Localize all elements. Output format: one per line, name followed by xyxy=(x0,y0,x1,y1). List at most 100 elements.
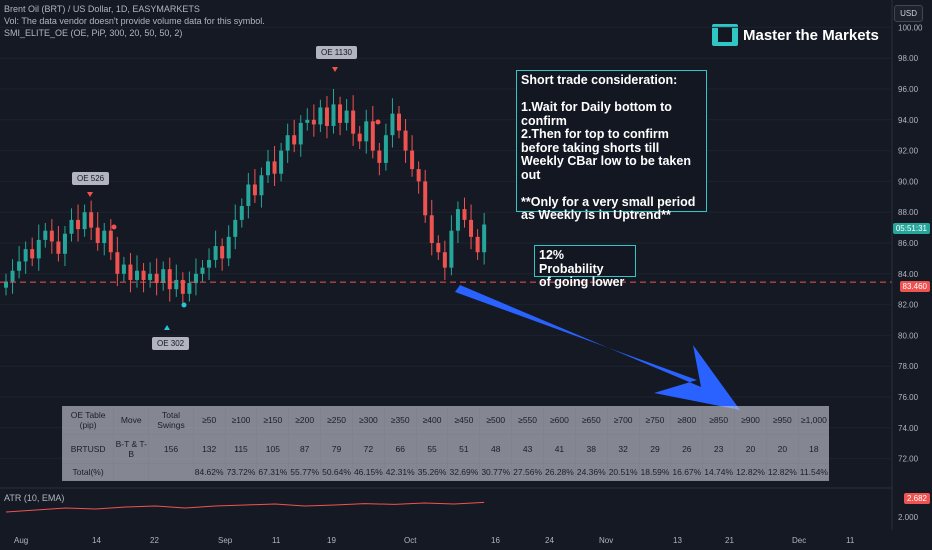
table-cell: 67.31% xyxy=(256,463,289,481)
candle-body xyxy=(56,241,61,254)
table-cell xyxy=(113,463,149,481)
table-cell: Move xyxy=(113,406,149,435)
candle-body xyxy=(298,122,303,145)
candle-body xyxy=(305,119,310,123)
swing-dot xyxy=(111,224,117,230)
volume-note: Vol: The data vendor doesn't provide vol… xyxy=(4,16,265,26)
marker-arrow xyxy=(332,67,338,72)
table-cell: 32.69% xyxy=(447,463,480,481)
atr-line xyxy=(5,501,485,513)
x-tick-label: Aug xyxy=(14,536,29,545)
table-cell: Total(%) xyxy=(61,463,114,481)
candle-body xyxy=(311,119,316,125)
candle-body xyxy=(135,270,139,280)
y-tick-label: 96.00 xyxy=(898,85,919,94)
y-tick-label: 76.00 xyxy=(898,393,919,402)
table-cell: 18.59% xyxy=(638,463,671,481)
candle-body xyxy=(43,230,48,240)
table-cell: 32 xyxy=(606,434,640,464)
table-cell: ≥100 xyxy=(224,406,257,435)
candle-body xyxy=(442,252,447,268)
table-cell: ≥900 xyxy=(734,406,767,435)
candle-body xyxy=(416,169,421,182)
candle-body xyxy=(69,219,74,234)
candle-body xyxy=(338,104,343,123)
table-cell: 84.62% xyxy=(192,463,226,481)
candle-body xyxy=(4,281,8,288)
table-cell: 11.54% xyxy=(797,463,829,481)
candle-body xyxy=(272,161,277,174)
atr-axis-label: 2.000 xyxy=(898,513,919,522)
table-cell: 20 xyxy=(765,434,799,464)
table-cell: ≥150 xyxy=(256,406,289,435)
table-cell: 50.64% xyxy=(320,463,353,481)
indicator-label[interactable]: SMI_ELITE_OE (OE, PiP, 300, 20, 50, 50, … xyxy=(4,28,183,38)
table-cell: B-T & T-B xyxy=(113,434,149,464)
candle-body xyxy=(200,267,205,274)
table-cell: 55 xyxy=(415,434,448,464)
table-cell: 30.77% xyxy=(479,463,512,481)
table-cell: Total Swings xyxy=(148,406,194,435)
table-cell: 43 xyxy=(511,434,544,464)
table-cell: ≥450 xyxy=(447,406,480,435)
table-cell: ≥800 xyxy=(670,406,703,435)
candle-body xyxy=(410,150,415,170)
countdown-tag: 05:51:31 xyxy=(892,223,930,234)
candle-body xyxy=(23,249,28,262)
table-cell: 20.51% xyxy=(606,463,640,481)
table-cell: ≥200 xyxy=(288,406,321,435)
table-cell: 66 xyxy=(383,434,417,464)
candle-body xyxy=(220,246,225,259)
table-cell: 46.15% xyxy=(351,463,385,481)
candle-body xyxy=(364,121,369,142)
currency-button[interactable]: USD xyxy=(894,5,923,22)
table-cell: BRTUSD xyxy=(61,434,114,464)
candle-body xyxy=(128,264,133,280)
y-tick-label: 88.00 xyxy=(898,208,919,217)
x-tick-label: 24 xyxy=(545,536,554,545)
table-cell: ≥600 xyxy=(543,406,576,435)
candle-body xyxy=(383,135,388,163)
table-cell: 12.82% xyxy=(734,463,767,481)
candle-body xyxy=(436,243,441,253)
atr-label[interactable]: ATR (10, EMA) xyxy=(4,493,65,503)
table-cell: ≥650 xyxy=(574,406,608,435)
x-tick-label: 11 xyxy=(272,536,281,545)
table-cell: 41 xyxy=(543,434,576,464)
y-tick-label: 90.00 xyxy=(898,177,919,186)
x-tick-label: 14 xyxy=(92,536,101,545)
candle-body xyxy=(226,236,231,259)
candle-body xyxy=(279,150,284,174)
candle-body xyxy=(193,273,198,284)
candle-body xyxy=(187,283,192,294)
candle-body xyxy=(49,230,54,242)
candle-body xyxy=(174,279,179,290)
candle-body xyxy=(167,269,172,290)
candle-body xyxy=(10,270,15,282)
candle-body xyxy=(377,150,382,163)
y-tick-label: 100.00 xyxy=(898,23,923,32)
candle-body xyxy=(403,130,408,151)
table-cell: ≥500 xyxy=(479,406,512,435)
x-tick-label: 11 xyxy=(846,536,855,545)
x-tick-label: 19 xyxy=(327,536,336,545)
x-tick-label: 16 xyxy=(491,536,500,545)
table-cell: ≥350 xyxy=(383,406,417,435)
candle-body xyxy=(259,175,264,196)
candle-body xyxy=(469,219,474,237)
table-cell: ≥300 xyxy=(351,406,385,435)
oe-table: OE Table (pip) Move Total Swings ≥50 ≥100 ≥15… xyxy=(61,406,829,481)
table-cell: 79 xyxy=(320,434,353,464)
y-tick-label: 86.00 xyxy=(898,239,919,248)
candle-body xyxy=(76,219,81,230)
marker-arrow xyxy=(87,192,93,197)
x-tick-label: 13 xyxy=(673,536,682,545)
table-cell: ≥1,000 xyxy=(797,406,829,435)
y-tick-label: 84.00 xyxy=(898,270,919,279)
table-cell: 27.56% xyxy=(511,463,544,481)
swing-dot xyxy=(375,119,381,125)
table-cell: 51 xyxy=(447,434,480,464)
candle-body xyxy=(115,252,120,274)
candle-body xyxy=(36,239,41,259)
y-tick-label: 72.00 xyxy=(898,455,919,464)
